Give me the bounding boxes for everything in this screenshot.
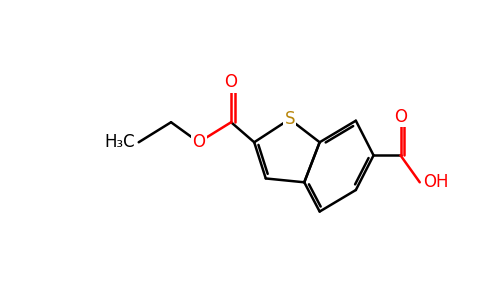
Text: O: O [225,73,238,91]
Text: O: O [394,108,407,126]
Text: H₃C: H₃C [104,133,135,151]
Text: S: S [285,110,295,128]
Text: O: O [192,133,205,151]
Text: OH: OH [423,173,448,191]
